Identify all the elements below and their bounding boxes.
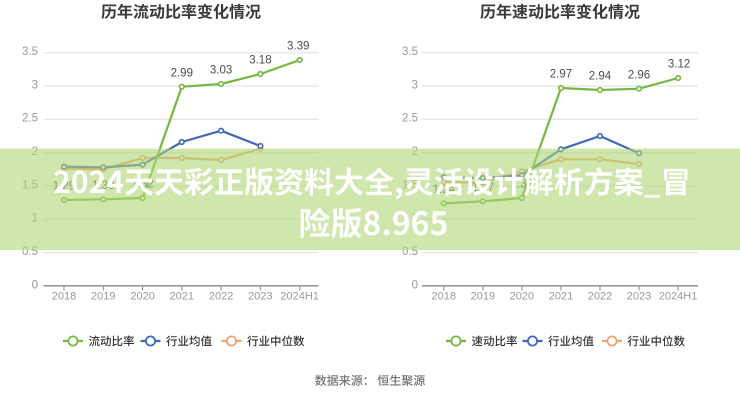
svg-text:3.18: 3.18 — [249, 55, 271, 67]
svg-text:2.99: 2.99 — [171, 67, 193, 79]
svg-text:3.12: 3.12 — [668, 59, 690, 71]
svg-text:2.5: 2.5 — [402, 113, 418, 125]
svg-text:3.39: 3.39 — [287, 41, 309, 53]
svg-text:2.5: 2.5 — [22, 113, 38, 125]
svg-text:3: 3 — [412, 79, 418, 91]
svg-text:2.94: 2.94 — [589, 71, 612, 83]
svg-text:2020: 2020 — [130, 291, 154, 303]
svg-text:2024H1: 2024H1 — [280, 291, 319, 303]
svg-text:2022: 2022 — [588, 291, 612, 303]
svg-text:0: 0 — [412, 279, 418, 291]
svg-text:2023: 2023 — [248, 291, 272, 303]
svg-text:3.03: 3.03 — [210, 65, 232, 77]
svg-text:3.5: 3.5 — [402, 46, 418, 58]
svg-text:2020: 2020 — [510, 291, 534, 303]
svg-text:2023: 2023 — [627, 291, 651, 303]
svg-text:2022: 2022 — [209, 291, 233, 303]
svg-text:3.5: 3.5 — [22, 46, 38, 58]
svg-text:0: 0 — [32, 279, 38, 291]
svg-text:2.96: 2.96 — [628, 69, 650, 81]
svg-text:2018: 2018 — [52, 291, 76, 303]
svg-text:3: 3 — [32, 79, 38, 91]
svg-text:2018: 2018 — [432, 291, 456, 303]
svg-text:2019: 2019 — [91, 291, 115, 303]
svg-text:2021: 2021 — [170, 291, 194, 303]
svg-text:2.97: 2.97 — [550, 69, 572, 81]
svg-text:2021: 2021 — [549, 291, 573, 303]
svg-text:2024H1: 2024H1 — [659, 291, 698, 303]
svg-text:2019: 2019 — [471, 291, 495, 303]
